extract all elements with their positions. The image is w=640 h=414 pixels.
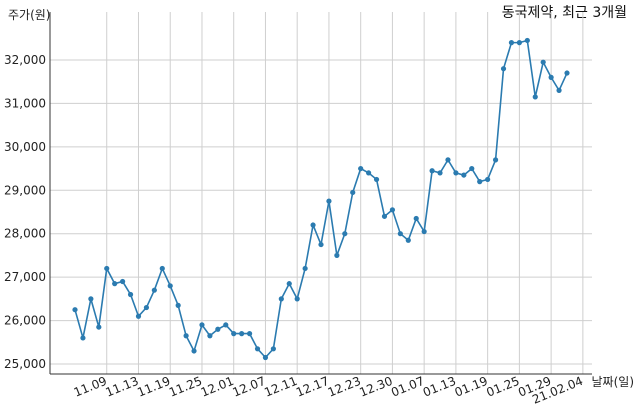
data-point bbox=[516, 40, 522, 46]
y-tick-label: 26,000 bbox=[4, 314, 46, 328]
data-point bbox=[437, 170, 443, 176]
data-point bbox=[492, 157, 499, 163]
data-point bbox=[366, 170, 372, 176]
data-point bbox=[239, 331, 245, 337]
data-point bbox=[532, 94, 538, 100]
axes bbox=[49, 12, 592, 375]
chart-title: 동국제약, 최근 3개월 bbox=[502, 5, 627, 21]
data-point bbox=[151, 287, 157, 293]
y-tick-label: 30,000 bbox=[4, 140, 46, 154]
data-point bbox=[477, 179, 483, 185]
data-point bbox=[159, 265, 165, 272]
data-point bbox=[278, 296, 284, 302]
y-tick-label: 32,000 bbox=[4, 53, 46, 67]
data-point bbox=[254, 346, 261, 352]
series-line bbox=[74, 39, 568, 359]
data-point bbox=[88, 296, 94, 302]
y-axis-title: 주가(원) bbox=[8, 8, 50, 22]
data-point bbox=[421, 228, 427, 235]
data-point bbox=[389, 207, 396, 213]
data-point bbox=[334, 252, 340, 259]
data-point bbox=[183, 333, 189, 339]
data-point bbox=[540, 59, 546, 65]
data-point bbox=[262, 354, 269, 361]
data-point bbox=[342, 231, 348, 237]
data-point bbox=[270, 346, 276, 352]
data-point bbox=[564, 70, 570, 76]
data-point bbox=[104, 265, 110, 272]
y-tick-label: 28,000 bbox=[4, 227, 46, 241]
data-point bbox=[246, 331, 253, 337]
data-point bbox=[548, 74, 554, 80]
y-tick-label: 25,000 bbox=[4, 357, 46, 371]
data-point bbox=[413, 215, 419, 222]
data-point bbox=[500, 66, 507, 72]
data-point bbox=[373, 176, 380, 183]
data-point bbox=[143, 304, 150, 311]
data-point bbox=[405, 237, 411, 243]
x-tick-labels: 11.0911.1311.1911.2512.0112.0712.1112.17… bbox=[72, 374, 585, 407]
data-point bbox=[72, 307, 78, 313]
data-point bbox=[508, 40, 515, 46]
data-point bbox=[445, 157, 451, 163]
grid-lines bbox=[50, 12, 592, 374]
data-point bbox=[175, 302, 181, 308]
y-tick-label: 29,000 bbox=[4, 183, 46, 197]
data-point bbox=[112, 281, 118, 287]
y-tick-labels: 25,000 26,000 27,000 28,000 29,000 30,000 31,0… bbox=[4, 53, 46, 371]
data-point bbox=[461, 172, 467, 178]
data-point bbox=[294, 296, 300, 302]
data-point bbox=[80, 335, 86, 341]
data-point bbox=[127, 291, 134, 298]
data-point bbox=[191, 348, 197, 354]
data-point bbox=[318, 241, 324, 248]
data-point bbox=[135, 313, 142, 319]
data-point bbox=[524, 37, 530, 44]
data-point bbox=[286, 281, 292, 287]
data-point bbox=[207, 333, 213, 339]
y-tick-label: 27,000 bbox=[4, 270, 46, 284]
data-point bbox=[310, 222, 316, 228]
data-point bbox=[302, 265, 308, 272]
data-point bbox=[350, 189, 356, 196]
data-point bbox=[485, 176, 491, 183]
data-point bbox=[358, 165, 364, 172]
data-point bbox=[96, 324, 102, 330]
data-point bbox=[231, 331, 237, 337]
data-point bbox=[381, 213, 388, 219]
data-point bbox=[469, 165, 475, 172]
data-point bbox=[326, 198, 332, 204]
x-axis-title: 날짜(일) bbox=[592, 375, 634, 389]
data-point bbox=[167, 283, 173, 289]
data-point bbox=[199, 322, 205, 328]
data-point bbox=[223, 322, 229, 328]
data-series bbox=[72, 37, 570, 361]
data-point bbox=[556, 87, 562, 93]
data-point bbox=[397, 231, 403, 237]
data-point bbox=[453, 170, 459, 176]
data-point bbox=[215, 326, 221, 332]
data-point bbox=[429, 168, 435, 174]
y-tick-label: 31,000 bbox=[4, 96, 46, 110]
data-point bbox=[120, 278, 126, 285]
